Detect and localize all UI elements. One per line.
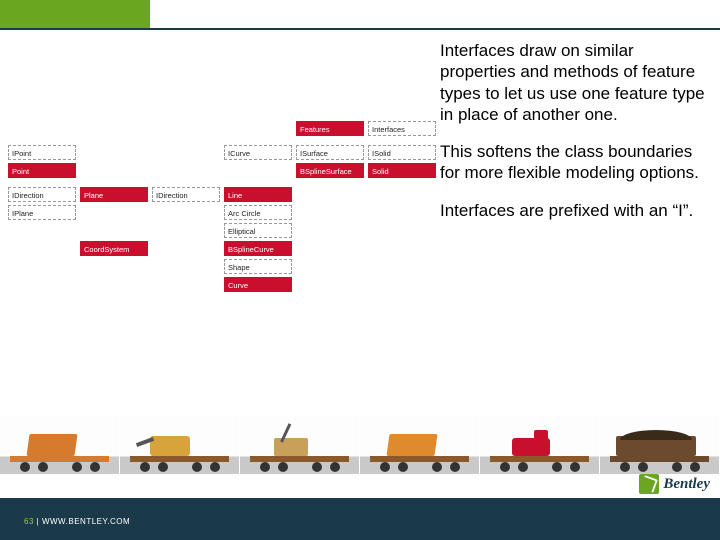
paragraph-3: Interfaces are prefixed with an “I”. [440, 200, 705, 221]
bentley-logo: Bentley [639, 474, 710, 494]
footer-bar: 63 | WWW.BENTLEY.COM [0, 498, 720, 540]
diagram-box: Line [224, 187, 292, 202]
train-car [360, 416, 480, 474]
diagram-box: BSplineSurface [296, 163, 364, 178]
train-car [480, 416, 600, 474]
paragraph-1: Interfaces draw on similar properties an… [440, 40, 705, 125]
train-car [120, 416, 240, 474]
logo-text: Bentley [663, 476, 710, 493]
diagram-box: CoordSystem [80, 241, 148, 256]
footer-sep: | [34, 517, 42, 526]
top-rule [0, 0, 720, 30]
diagram-box: Interfaces [368, 121, 436, 136]
page-number: 63 [24, 517, 34, 526]
body-text: Interfaces draw on similar properties an… [440, 40, 705, 237]
diagram-box: Plane [80, 187, 148, 202]
paragraph-2: This softens the class boundaries for mo… [440, 141, 705, 184]
train-car [0, 416, 120, 474]
diagram-box: Point [8, 163, 76, 178]
diagram-box: ISolid [368, 145, 436, 160]
diagram-box: IDirection [8, 187, 76, 202]
accent-block [0, 0, 150, 28]
train-car [240, 416, 360, 474]
footer-url: WWW.BENTLEY.COM [42, 517, 130, 526]
diagram-box: Shape [224, 259, 292, 274]
slide: Features Interfaces IPoint Point IDirection I… [0, 0, 720, 540]
diagram-box: Solid [368, 163, 436, 178]
diagram-box: IDirection [152, 187, 220, 202]
diagram-box: Features [296, 121, 364, 136]
logo-mark-icon [639, 474, 659, 494]
diagram-box: IPlane [8, 205, 76, 220]
diagram-box: ISurface [296, 145, 364, 160]
diagram-box: BSplineCurve [224, 241, 292, 256]
footer-text: 63 | WWW.BENTLEY.COM [24, 517, 130, 526]
content-area: Features Interfaces IPoint Point IDirection I… [0, 30, 720, 460]
train-strip [0, 416, 720, 474]
diagram-box: Arc Circle [224, 205, 292, 220]
train-car [600, 416, 720, 474]
diagram-box: Curve [224, 277, 292, 292]
diagram-box: Elliptical [224, 223, 292, 238]
diagram-box: IPoint [8, 145, 76, 160]
diagram-box: ICurve [224, 145, 292, 160]
